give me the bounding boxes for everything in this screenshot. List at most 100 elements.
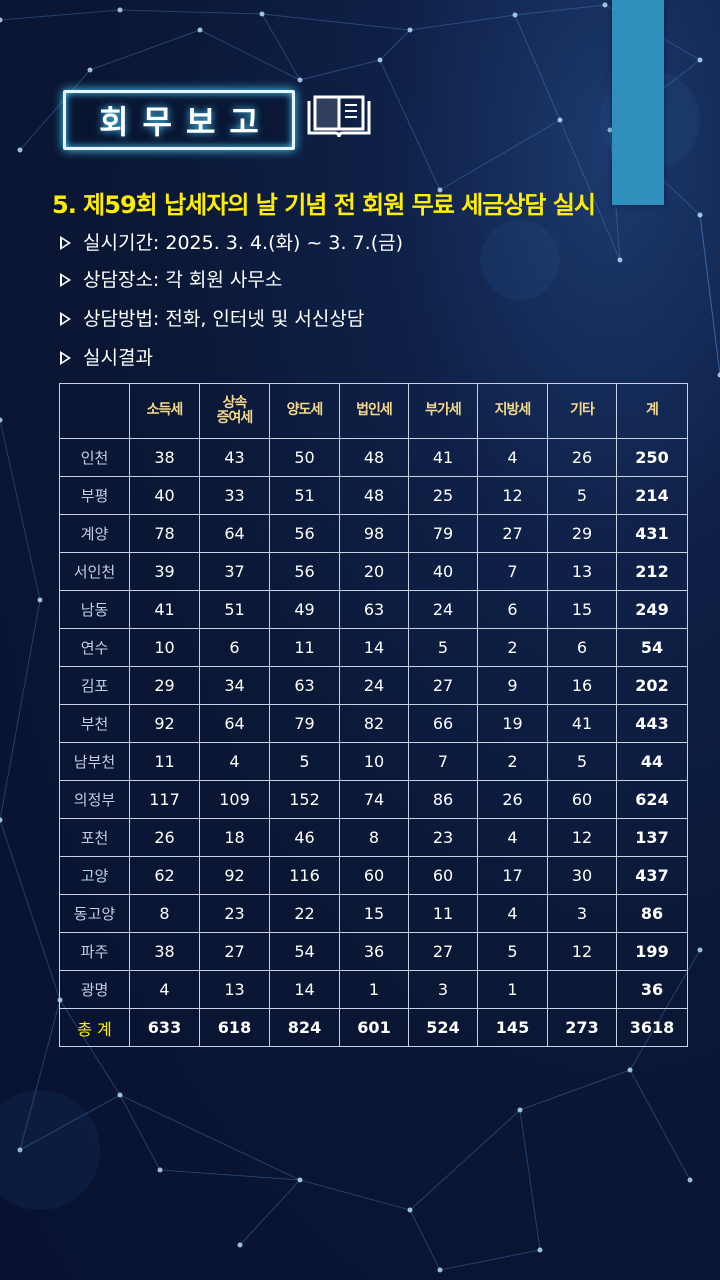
value-cell: 41 — [129, 590, 200, 629]
value-cell: 5 — [477, 932, 548, 971]
column-header: 법인세 — [339, 383, 409, 439]
bullet-results: 실시결과 — [60, 343, 153, 370]
table-row: 연수 10 6 11 14 5 2 6 54 — [59, 628, 688, 667]
network-node — [297, 1177, 303, 1183]
region-cell: 연수 — [59, 628, 130, 667]
value-cell: 60 — [408, 856, 478, 895]
network-node — [437, 187, 443, 193]
value-cell: 92 — [129, 704, 200, 743]
value-cell: 145 — [477, 1008, 548, 1047]
network-line — [19, 999, 61, 1151]
table-row: 파주 38 27 54 36 27 5 12 199 — [59, 932, 688, 971]
network-line — [299, 1179, 411, 1211]
value-cell: 15 — [339, 894, 409, 933]
network-line — [559, 119, 621, 261]
value-cell: 48 — [339, 438, 409, 477]
value-cell — [547, 970, 617, 1009]
network-node — [557, 117, 563, 123]
value-cell: 30 — [547, 856, 617, 895]
value-cell: 92 — [199, 856, 270, 895]
value-cell: 98 — [339, 514, 409, 553]
bullet-period: 실시기간: 2025. 3. 4.(화) ~ 3. 7.(금) — [60, 228, 403, 255]
value-cell: 60 — [547, 780, 617, 819]
value-cell: 62 — [129, 856, 200, 895]
network-node — [717, 372, 720, 378]
network-node — [117, 1092, 123, 1098]
value-cell: 54 — [269, 932, 340, 971]
table-row: 부평 40 33 51 48 25 12 5 214 — [59, 476, 688, 515]
value-cell: 41 — [547, 704, 617, 743]
network-node — [617, 257, 623, 263]
network-line — [439, 119, 561, 191]
network-line — [0, 819, 61, 1001]
value-cell: 2 — [477, 742, 548, 781]
value-cell: 64 — [199, 704, 270, 743]
network-node — [687, 1177, 693, 1183]
region-cell: 계양 — [59, 514, 130, 553]
value-cell: 12 — [547, 932, 617, 971]
row-total-cell: 86 — [616, 894, 688, 933]
value-cell: 29 — [547, 514, 617, 553]
network-node — [407, 27, 413, 33]
value-cell: 152 — [269, 780, 340, 819]
network-node — [17, 1147, 23, 1153]
table-row: 서인천 39 37 56 20 40 7 13 212 — [59, 552, 688, 591]
table-row: 동고양 8 23 22 15 11 4 3 86 — [59, 894, 688, 933]
network-line — [0, 9, 121, 21]
network-node — [537, 1247, 543, 1253]
value-cell: 618 — [199, 1008, 270, 1047]
network-line — [514, 14, 561, 121]
network-node — [0, 417, 3, 423]
value-cell: 16 — [547, 666, 617, 705]
value-cell: 12 — [547, 818, 617, 857]
value-cell: 36 — [339, 932, 409, 971]
book-icon — [307, 95, 371, 138]
network-node — [407, 1207, 413, 1213]
table-row: 포천 26 18 46 8 23 4 12 137 — [59, 818, 688, 857]
network-line — [699, 214, 720, 376]
network-line — [119, 1094, 301, 1181]
value-cell: 33 — [199, 476, 270, 515]
value-cell: 26 — [477, 780, 548, 819]
network-node — [87, 67, 93, 73]
network-line — [629, 1069, 691, 1181]
network-line — [19, 69, 91, 151]
value-cell: 6 — [199, 628, 270, 667]
value-cell: 37 — [199, 552, 270, 591]
region-cell: 포천 — [59, 818, 130, 857]
network-line — [519, 1069, 631, 1111]
value-cell: 60 — [339, 856, 409, 895]
value-cell: 11 — [408, 894, 478, 933]
network-line — [239, 1179, 301, 1246]
region-cell: 고양 — [59, 856, 130, 895]
value-cell: 20 — [339, 552, 409, 591]
value-cell: 86 — [408, 780, 478, 819]
row-total-cell: 3618 — [616, 1008, 688, 1047]
value-cell: 78 — [129, 514, 200, 553]
network-node — [602, 2, 608, 8]
section-title: 5. 제59회 납세자의 날 기념 전 회원 무료 세금상담 실시 — [52, 191, 596, 219]
table-header-row: 소득세 상속 증여세 양도세 법인세 부가세 지방세 기타 계 — [59, 383, 688, 439]
network-node — [517, 1107, 523, 1113]
network-node — [259, 11, 265, 17]
network-node — [627, 1067, 633, 1073]
row-total-cell: 44 — [616, 742, 688, 781]
network-node — [237, 1242, 243, 1248]
network-line — [261, 13, 411, 31]
column-header: 계 — [616, 383, 688, 439]
region-cell: 파주 — [59, 932, 130, 971]
value-cell: 117 — [129, 780, 200, 819]
network-node — [0, 17, 3, 23]
network-line — [379, 59, 441, 191]
value-cell: 4 — [129, 970, 200, 1009]
value-cell: 27 — [477, 514, 548, 553]
table-row: 인천 38 43 50 48 41 4 26 250 — [59, 438, 688, 477]
value-cell: 5 — [269, 742, 340, 781]
value-cell: 56 — [269, 514, 340, 553]
row-total-cell: 249 — [616, 590, 688, 629]
row-total-cell: 437 — [616, 856, 688, 895]
value-cell: 2 — [477, 628, 548, 667]
network-line — [519, 1109, 541, 1251]
network-node — [157, 1167, 163, 1173]
value-cell: 109 — [199, 780, 270, 819]
